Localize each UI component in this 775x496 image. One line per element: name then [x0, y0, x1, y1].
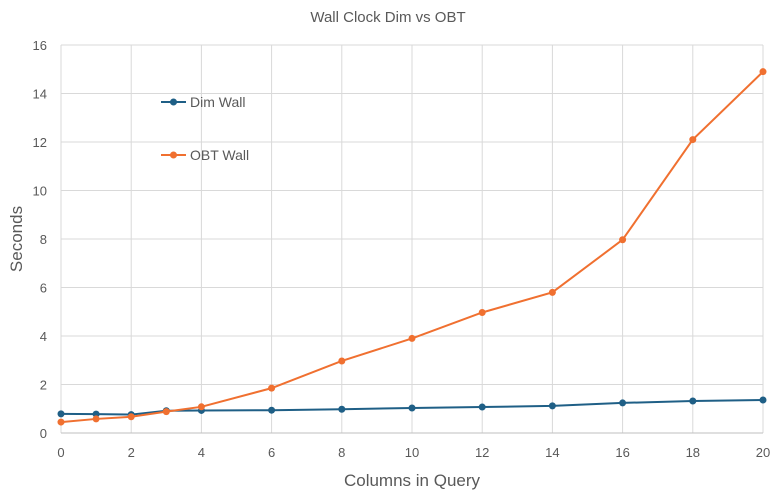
chart-title: Wall Clock Dim vs OBT [310, 9, 465, 26]
y-tick-label: 14 [33, 87, 47, 102]
data-point [268, 406, 276, 414]
x-axis-label: Columns in Query [344, 471, 481, 490]
y-tick-label: 12 [33, 135, 47, 150]
data-point [127, 413, 135, 421]
legend-marker [170, 98, 177, 106]
series-group [57, 68, 767, 426]
data-point [619, 399, 627, 407]
y-tick-label: 8 [40, 232, 47, 247]
legend: Dim Wall OBT Wall [161, 94, 249, 163]
data-point [548, 288, 556, 296]
data-point [759, 396, 767, 404]
data-point [689, 397, 697, 405]
y-axis-label: Seconds [7, 206, 26, 272]
legend-label: Dim Wall [190, 94, 245, 110]
data-point [57, 410, 65, 418]
data-point [689, 136, 697, 144]
data-point [548, 402, 556, 410]
y-tick-label: 0 [40, 426, 47, 441]
data-point [92, 415, 100, 423]
x-tick-label: 16 [615, 445, 629, 460]
x-tick-label: 6 [268, 445, 275, 460]
data-point [408, 404, 416, 412]
y-tick-label: 4 [40, 329, 47, 344]
x-tick-label: 18 [686, 445, 700, 460]
x-tick-label: 0 [57, 445, 64, 460]
data-point [57, 418, 65, 426]
y-tick-label: 6 [40, 281, 47, 296]
x-tick-label: 8 [338, 445, 345, 460]
x-tick-label: 12 [475, 445, 489, 460]
legend-label: OBT Wall [190, 147, 249, 163]
legend-marker [170, 151, 177, 159]
data-point [408, 334, 416, 342]
x-tick-label: 14 [545, 445, 559, 460]
data-point [92, 410, 100, 418]
y-tick-label: 10 [33, 184, 47, 199]
data-point [478, 403, 486, 411]
data-point [619, 236, 627, 244]
data-point [759, 68, 767, 76]
data-point [162, 408, 170, 416]
x-tick-label: 10 [405, 445, 419, 460]
grid [60, 44, 764, 434]
data-point [197, 403, 205, 411]
x-tick-label: 2 [128, 445, 135, 460]
data-point [268, 384, 276, 392]
tick-labels: 0 2 4 6 8 10 12 14 16 0 2 4 6 8 10 12 14 16 18 20 [33, 38, 771, 460]
x-tick-label: 4 [198, 445, 205, 460]
data-point [478, 308, 486, 316]
data-point [338, 357, 346, 365]
y-tick-label: 16 [33, 38, 47, 53]
x-tick-label: 20 [756, 445, 770, 460]
data-point [338, 405, 346, 413]
y-tick-label: 2 [40, 378, 47, 393]
